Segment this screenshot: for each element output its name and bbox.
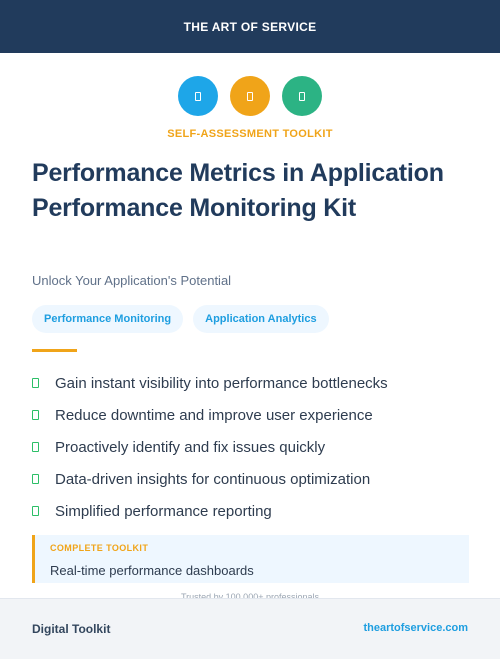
- toolkit-icon-row: [0, 76, 500, 116]
- tag-performance-monitoring: Performance Monitoring: [32, 305, 184, 333]
- brand-title: THE ART OF SERVICE: [183, 19, 317, 34]
- benefit-item: Reduce downtime and improve user experie…: [32, 399, 462, 431]
- toolkit-eyebrow: SELF-ASSESSMENT TOOLKIT: [167, 128, 333, 140]
- website-link[interactable]: theartofservice.com: [363, 622, 468, 634]
- trust-statement: Trusted by 100,000+ professionals: [180, 592, 319, 602]
- benefit-item: Data-driven insights for continuous opti…: [32, 463, 462, 495]
- complete-toolkit-text: Real-time performance dashboards: [50, 563, 254, 578]
- check-icon: [32, 506, 39, 516]
- benefit-text: Simplified performance reporting: [55, 502, 272, 520]
- document-icon: [178, 76, 218, 116]
- footer: Digital Toolkit theartofservice.com: [0, 598, 500, 659]
- footer-product-type: Digital Toolkit: [32, 622, 111, 636]
- top-header-bar: THE ART OF SERVICE: [0, 0, 500, 53]
- benefit-item: Simplified performance reporting: [32, 495, 462, 527]
- complete-toolkit-label: COMPLETE TOOLKIT: [50, 543, 149, 553]
- document-glyph: [195, 91, 201, 101]
- benefit-item: Proactively identify and fix issues quic…: [32, 431, 462, 463]
- clipboard-icon: [230, 76, 270, 116]
- benefit-text: Reduce downtime and improve user experie…: [55, 406, 373, 424]
- tag-list: Performance Monitoring Application Analy…: [32, 305, 329, 333]
- benefits-list: Gain instant visibility into performance…: [32, 367, 462, 527]
- tag-application-analytics: Application Analytics: [193, 305, 329, 333]
- check-icon: [32, 378, 39, 388]
- page-title: Performance Metrics in Application Perfo…: [32, 159, 444, 222]
- accent-divider: [32, 349, 77, 352]
- file-glyph: [299, 91, 305, 101]
- benefit-item: Gain instant visibility into performance…: [32, 367, 462, 399]
- page-subtitle: Unlock Your Application's Potential: [32, 273, 232, 288]
- benefit-text: Proactively identify and fix issues quic…: [55, 438, 326, 456]
- clipboard-glyph: [247, 91, 253, 101]
- benefit-text: Data-driven insights for continuous opti…: [55, 470, 371, 488]
- check-icon: [32, 442, 39, 452]
- check-icon: [32, 410, 39, 420]
- benefit-text: Gain instant visibility into performance…: [55, 374, 388, 392]
- complete-toolkit-callout: COMPLETE TOOLKIT Real-time performance d…: [32, 535, 469, 583]
- file-icon: [282, 76, 322, 116]
- check-icon: [32, 474, 39, 484]
